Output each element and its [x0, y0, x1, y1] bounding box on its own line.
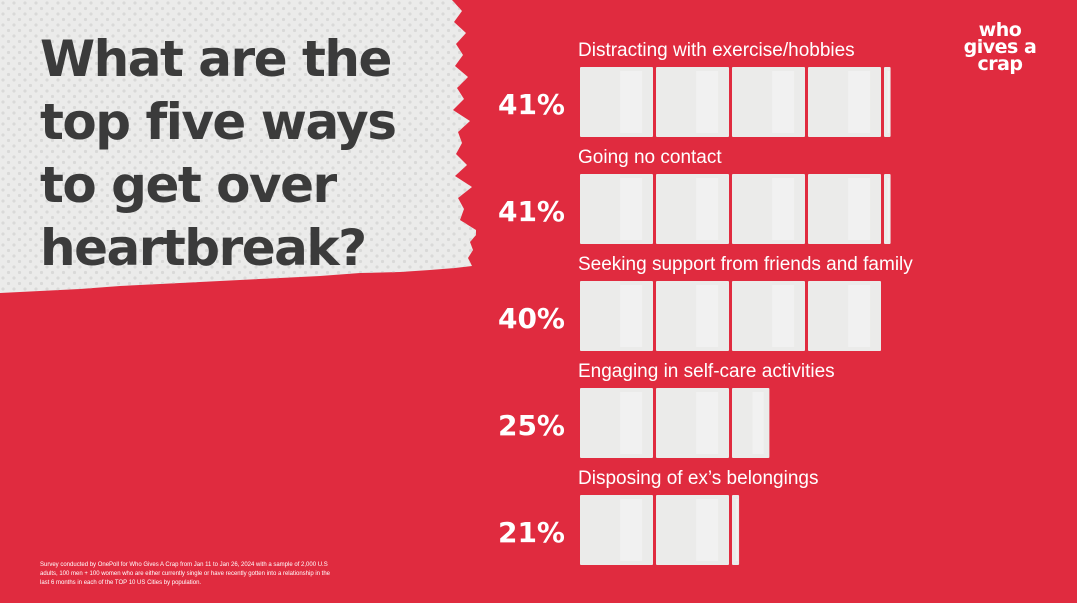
roll-highlight [887, 178, 890, 240]
roll-highlight [735, 499, 739, 561]
logo-line-2: gives a [963, 36, 1037, 58]
bar-row: Seeking support from friends and family 4… [498, 254, 913, 351]
roll-highlight [620, 285, 643, 347]
roll-highlight [887, 71, 890, 133]
headline: What are the top five ways to get over h… [40, 30, 397, 277]
category-label: Engaging in self-care activities [578, 361, 835, 382]
brand-logo: who gives a crap [950, 19, 1050, 75]
roll-highlight [696, 499, 719, 561]
roll-highlight [848, 71, 871, 133]
roll-highlight [752, 392, 764, 454]
bar [580, 174, 891, 244]
roll-highlight [848, 285, 871, 347]
roll-highlight [772, 178, 795, 240]
value-label: 41% [498, 195, 565, 228]
roll-highlight [696, 178, 719, 240]
category-label: Disposing of ex’s belongings [578, 468, 818, 489]
roll-highlight [620, 499, 643, 561]
bar [580, 495, 740, 565]
value-label: 40% [498, 302, 565, 335]
bar-row: Disposing of ex’s belongings 21% [498, 468, 818, 565]
value-label: 41% [498, 88, 565, 121]
roll-highlight [772, 71, 795, 133]
value-label: 21% [498, 516, 565, 549]
roll-highlight [696, 71, 719, 133]
category-label: Seeking support from friends and family [578, 254, 913, 275]
roll-highlight [696, 285, 719, 347]
category-label: Distracting with exercise/hobbies [578, 40, 855, 61]
value-label: 25% [498, 409, 565, 442]
torn-paper-background [0, 0, 476, 293]
bar-row: Going no contact 41% [498, 147, 891, 244]
roll-highlight [620, 178, 643, 240]
bar-row: Engaging in self-care activities 25% [498, 361, 835, 458]
logo-line-1: who [978, 19, 1022, 41]
roll-highlight [772, 285, 795, 347]
roll-highlight [620, 71, 643, 133]
survey-footnote: Survey conducted by OnePoll for Who Give… [40, 562, 331, 586]
roll-highlight [848, 178, 871, 240]
logo-line-3: crap [977, 53, 1023, 75]
bar-row: Distracting with exercise/hobbies 41% [498, 40, 891, 137]
bar [580, 67, 891, 137]
roll-highlight [620, 392, 643, 454]
bar [580, 281, 881, 351]
bar [580, 388, 770, 458]
category-label: Going no contact [578, 147, 722, 168]
roll-highlight [696, 392, 719, 454]
